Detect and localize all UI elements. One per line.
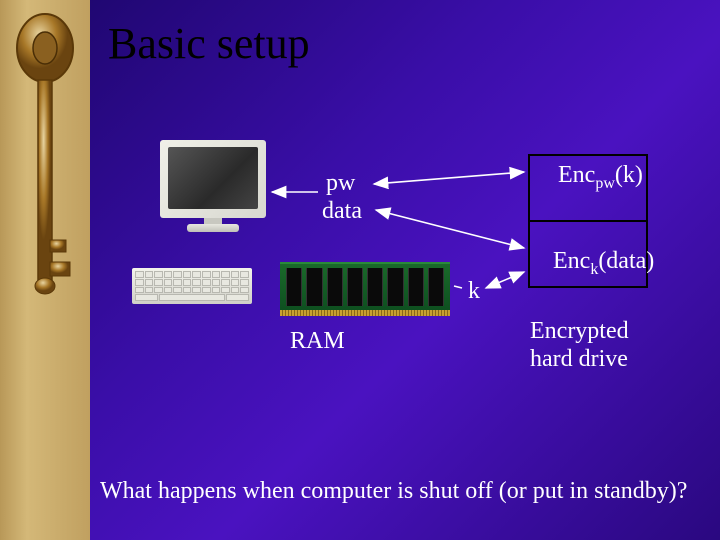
enc-sub: pw (595, 175, 615, 192)
label-data: data (322, 198, 362, 225)
label-pw: pw (326, 170, 355, 197)
monitor-graphic (160, 140, 266, 234)
label-hdd-1: Encrypted (530, 318, 629, 345)
footer-question: What happens when computer is shut off (… (100, 478, 687, 505)
label-hdd-2: hard drive (530, 346, 628, 373)
key-icon (12, 10, 78, 320)
slide-title: Basic setup (108, 18, 310, 69)
enc-arg: (data) (598, 248, 654, 274)
enc-text: Enc (553, 248, 590, 274)
sidebar-decoration (0, 0, 90, 540)
label-enc-pw-k: Encpw(k) (558, 162, 643, 193)
label-enc-k-data: Enck(data) (553, 248, 654, 279)
ram-contacts (280, 310, 450, 316)
ram-graphic (280, 262, 450, 310)
enc-text: Enc (558, 162, 595, 188)
label-k: k (468, 278, 480, 305)
keyboard-graphic (132, 268, 252, 304)
label-ram: RAM (290, 328, 345, 355)
enc-arg: (k) (615, 162, 643, 188)
